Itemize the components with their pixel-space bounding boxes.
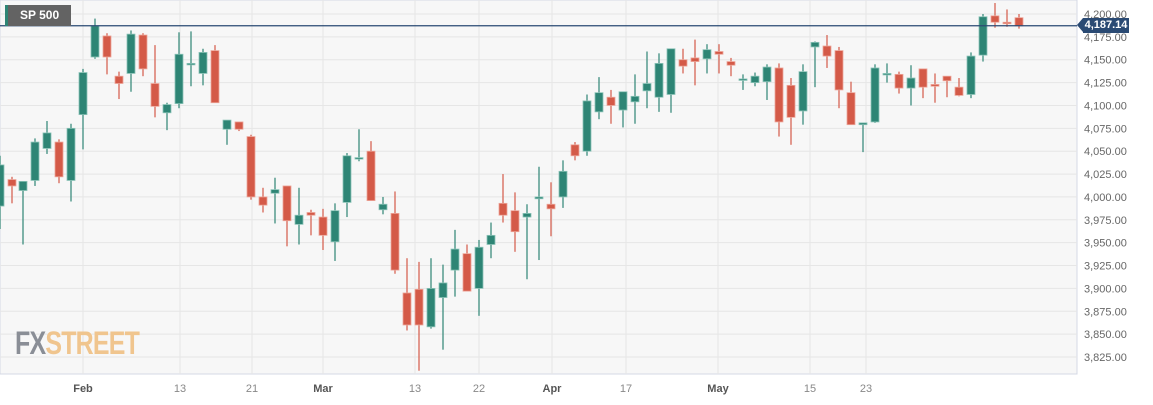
candles [0, 3, 1024, 371]
svg-text:4,075.00: 4,075.00 [1084, 123, 1127, 135]
svg-text:4,025.00: 4,025.00 [1084, 169, 1127, 181]
svg-text:4,200.00: 4,200.00 [1084, 9, 1127, 21]
svg-text:Apr: Apr [543, 383, 563, 395]
svg-text:Mar: Mar [313, 383, 333, 395]
svg-text:13: 13 [409, 383, 421, 395]
svg-text:17: 17 [620, 383, 632, 395]
svg-text:4,100.00: 4,100.00 [1084, 100, 1127, 112]
svg-text:13: 13 [174, 383, 186, 395]
svg-text:3,825.00: 3,825.00 [1084, 352, 1127, 364]
svg-text:4,125.00: 4,125.00 [1084, 78, 1127, 90]
symbol-label: SP 500 [5, 5, 71, 26]
svg-text:23: 23 [860, 383, 872, 395]
logo-fx: FX [15, 325, 46, 361]
svg-text:Feb: Feb [73, 383, 93, 395]
svg-text:3,900.00: 3,900.00 [1084, 283, 1127, 295]
fxstreet-logo: FXSTREET [15, 325, 140, 362]
svg-text:21: 21 [246, 383, 258, 395]
svg-text:22: 22 [473, 383, 485, 395]
logo-street: STREET [45, 325, 140, 361]
y-axis: 4,200.00 4,175.00 4,150.00 4,125.00 4,100.00… [1084, 9, 1127, 364]
svg-text:4,050.00: 4,050.00 [1084, 146, 1127, 158]
last-price-tag: 4,187.14 [1077, 18, 1129, 34]
svg-text:3,925.00: 3,925.00 [1084, 261, 1127, 273]
svg-text:3,950.00: 3,950.00 [1084, 238, 1127, 250]
svg-text:3,850.00: 3,850.00 [1084, 329, 1127, 341]
svg-text:May: May [707, 383, 729, 395]
svg-text:15: 15 [804, 383, 816, 395]
svg-text:3,975.00: 3,975.00 [1084, 215, 1127, 227]
svg-text:4,150.00: 4,150.00 [1084, 55, 1127, 67]
svg-text:4,000.00: 4,000.00 [1084, 192, 1127, 204]
x-axis: Feb 13 21 Mar 13 22 Apr 17 May 15 23 [73, 383, 872, 395]
svg-text:4,175.00: 4,175.00 [1084, 32, 1127, 44]
svg-text:3,875.00: 3,875.00 [1084, 306, 1127, 318]
